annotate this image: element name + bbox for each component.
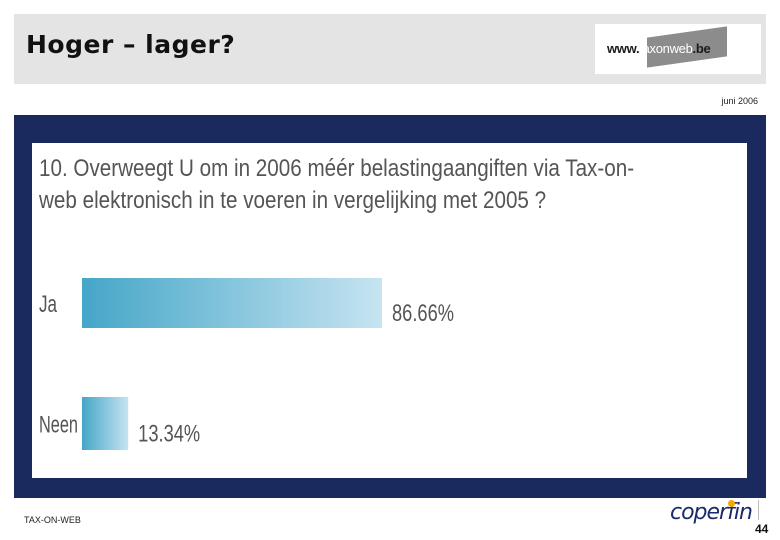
bar-ja: [82, 278, 382, 328]
page-divider: [758, 500, 759, 520]
chart-area: 10. Overweegt U om in 2006 méér belastin…: [32, 143, 747, 478]
taxonweb-logo: www.taxonweb.be: [595, 24, 761, 74]
value-label-ja: 86.66%: [392, 300, 454, 327]
category-label-ja: Ja: [39, 291, 57, 318]
logo-text: www.taxonweb.be: [607, 41, 711, 56]
logo-middle: taxonweb: [639, 41, 693, 56]
slide-title: Hoger – lager?: [26, 30, 236, 59]
coperfin-logo: coperfin: [670, 500, 753, 525]
category-label-neen: Neen: [39, 412, 78, 439]
logo-dot: [728, 500, 735, 507]
slide-date: juni 2006: [721, 96, 758, 106]
bar-chart: Ja 86.66% Neen 13.34%: [39, 278, 454, 450]
page-number: 44: [755, 522, 769, 536]
chart-panel: 10. Overweegt U om in 2006 méér belastin…: [14, 115, 766, 498]
logo-suffix: .be: [692, 41, 711, 56]
bar-neen: [82, 397, 129, 450]
footer-label: TAX-ON-WEB: [24, 515, 81, 525]
chart-title: 10. Overweegt U om in 2006 méér belastin…: [39, 155, 635, 214]
value-label-neen: 13.34%: [138, 421, 200, 448]
logo-prefix: www.: [607, 41, 640, 56]
